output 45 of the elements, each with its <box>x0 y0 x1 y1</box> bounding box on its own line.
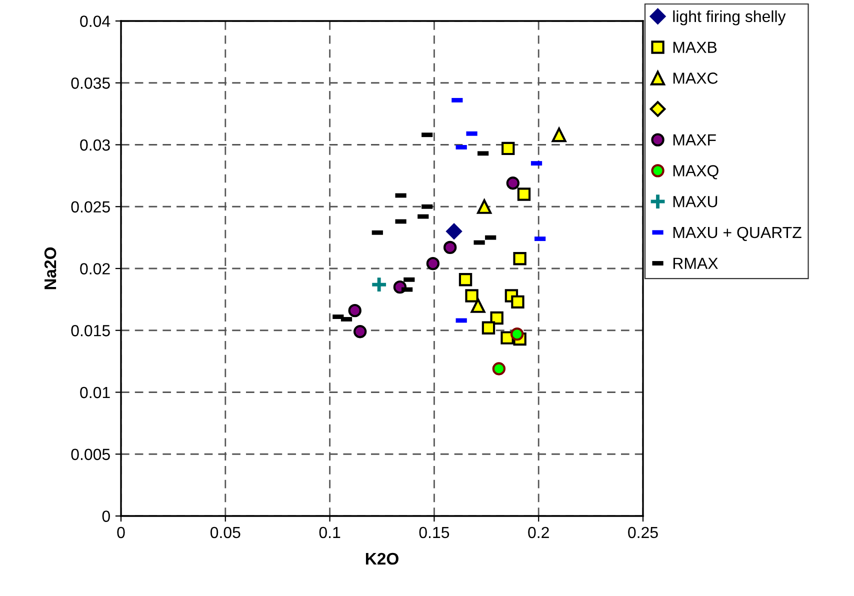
y-tick-label: 0.04 <box>80 16 110 27</box>
y-tick-label: 0.03 <box>80 139 110 151</box>
point <box>490 311 504 325</box>
legend-label: MAXU <box>673 196 718 208</box>
x-tick-label: 0.25 <box>628 526 658 538</box>
legend-label: MAXQ <box>673 165 718 180</box>
legend-label: MAXU + QUARTZ <box>673 226 802 242</box>
point <box>465 289 478 302</box>
point <box>510 327 524 341</box>
y-tick-label: 0 <box>102 510 110 522</box>
y-tick-label: 0.015 <box>71 325 110 336</box>
y-tick-label: 0.025 <box>71 201 110 213</box>
y-tick-label: 0.01 <box>80 386 110 398</box>
x-tick-label: 0.05 <box>210 526 240 538</box>
legend-label: MAXF <box>673 134 716 146</box>
point <box>513 252 526 266</box>
x-axis-title: K2O <box>366 552 398 565</box>
point <box>482 321 496 334</box>
point <box>443 240 457 254</box>
legend-label: MAXB <box>673 42 717 53</box>
point <box>458 273 472 286</box>
point <box>470 298 486 313</box>
point <box>492 362 506 376</box>
y-axis-title: Na2O <box>44 247 56 290</box>
point <box>506 176 520 190</box>
point <box>511 295 524 309</box>
point <box>426 256 440 270</box>
x-tick-label: 0 <box>117 526 125 538</box>
point <box>446 223 462 240</box>
x-tick-label: 0.15 <box>419 526 450 538</box>
point <box>348 304 362 318</box>
y-tick-label: 0.035 <box>71 78 110 89</box>
x-tick-label: 0.1 <box>319 526 340 538</box>
point <box>552 128 566 142</box>
point <box>517 188 531 201</box>
legend-label: RMAX <box>673 258 718 269</box>
point <box>502 142 515 156</box>
point <box>370 276 388 294</box>
legend-label: light firing shelly <box>673 10 786 26</box>
x-tick-label: 0.2 <box>528 526 549 538</box>
point <box>477 199 492 214</box>
y-tick-label: 0.005 <box>71 448 110 460</box>
y-tick-label: 0.02 <box>80 263 110 274</box>
point <box>353 325 367 338</box>
legend-label: MAXC <box>673 72 718 84</box>
